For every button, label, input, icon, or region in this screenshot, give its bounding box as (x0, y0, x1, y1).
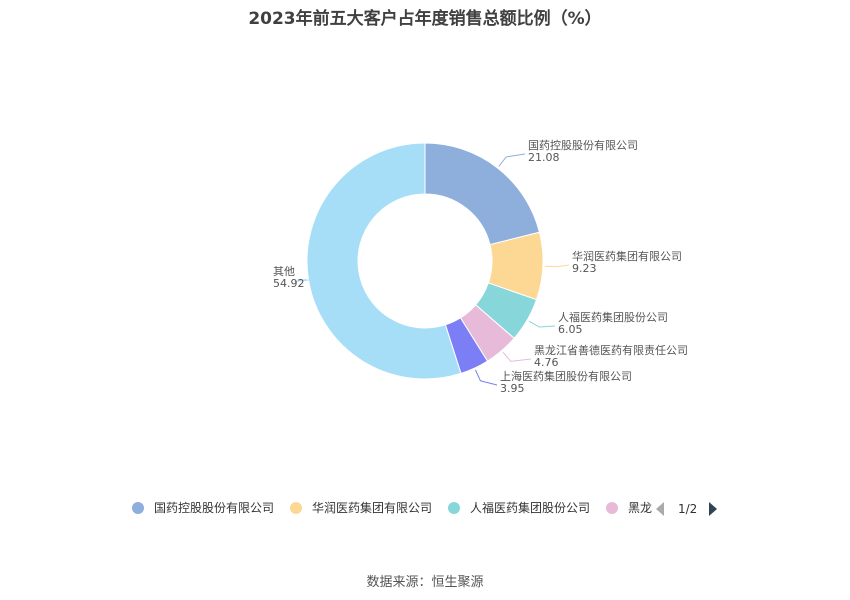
legend-page-indicator: 1/2 (678, 502, 698, 516)
data-source-note: 数据来源：恒生聚源 (366, 575, 484, 590)
legend-item[interactable]: 人福医药集团股份公司 (448, 499, 590, 516)
slice-label-name: 上海医药集团股份有限公司 (500, 369, 632, 383)
legend-label: 人福医药集团股份公司 (470, 501, 591, 515)
legend-item[interactable]: 国药控股股份有限公司 (132, 499, 274, 516)
leader-line (502, 351, 532, 362)
slice-label-value: 4.76 (534, 356, 559, 369)
leader-line (528, 320, 556, 328)
leader-line (294, 279, 310, 282)
slice-label-value: 3.95 (500, 382, 525, 395)
legend-label: 国药控股股份有限公司 (154, 501, 275, 515)
slice-label-value: 21.08 (528, 151, 560, 164)
legend-swatch-icon (606, 501, 619, 514)
legend-label: 华润医药集团有限公司 (312, 501, 433, 515)
slice-label-value: 9.23 (572, 262, 597, 275)
donut-slice[interactable] (424, 142, 541, 246)
slice-label-name: 黑龙江省善德医药有限责任公司 (534, 343, 688, 357)
legend-item[interactable]: 黑龙 (606, 499, 652, 516)
legend-label: 黑龙 (628, 501, 652, 515)
leader-line (544, 264, 570, 268)
legend-prev-page-icon[interactable] (656, 502, 664, 516)
legend-swatch-icon (448, 501, 461, 514)
leader-line (498, 153, 526, 167)
chart-legend: 国药控股股份有限公司 华润医药集团有限公司 人福医药集团股份公司 黑龙 (132, 499, 652, 519)
legend-item[interactable]: 华润医药集团有限公司 (290, 499, 432, 516)
slice-label-value: 54.92 (273, 277, 305, 290)
legend-swatch-icon (290, 501, 303, 514)
slice-label-name: 人福医药集团股份公司 (558, 310, 668, 324)
slice-label-name: 华润医药集团有限公司 (572, 249, 682, 263)
donut-slice[interactable] (306, 142, 462, 380)
slice-label-name: 国药控股股份有限公司 (528, 138, 638, 152)
chart-title: 2023年前五大客户占年度销售总额比例（%） (248, 9, 602, 29)
legend-swatch-icon (132, 501, 144, 514)
legend-next-page-icon[interactable] (709, 502, 718, 516)
leader-line (474, 369, 498, 386)
slice-label-value: 6.05 (558, 323, 583, 336)
slice-label-name: 其他 (273, 265, 295, 278)
legend-pager: 1/2 (656, 499, 726, 519)
